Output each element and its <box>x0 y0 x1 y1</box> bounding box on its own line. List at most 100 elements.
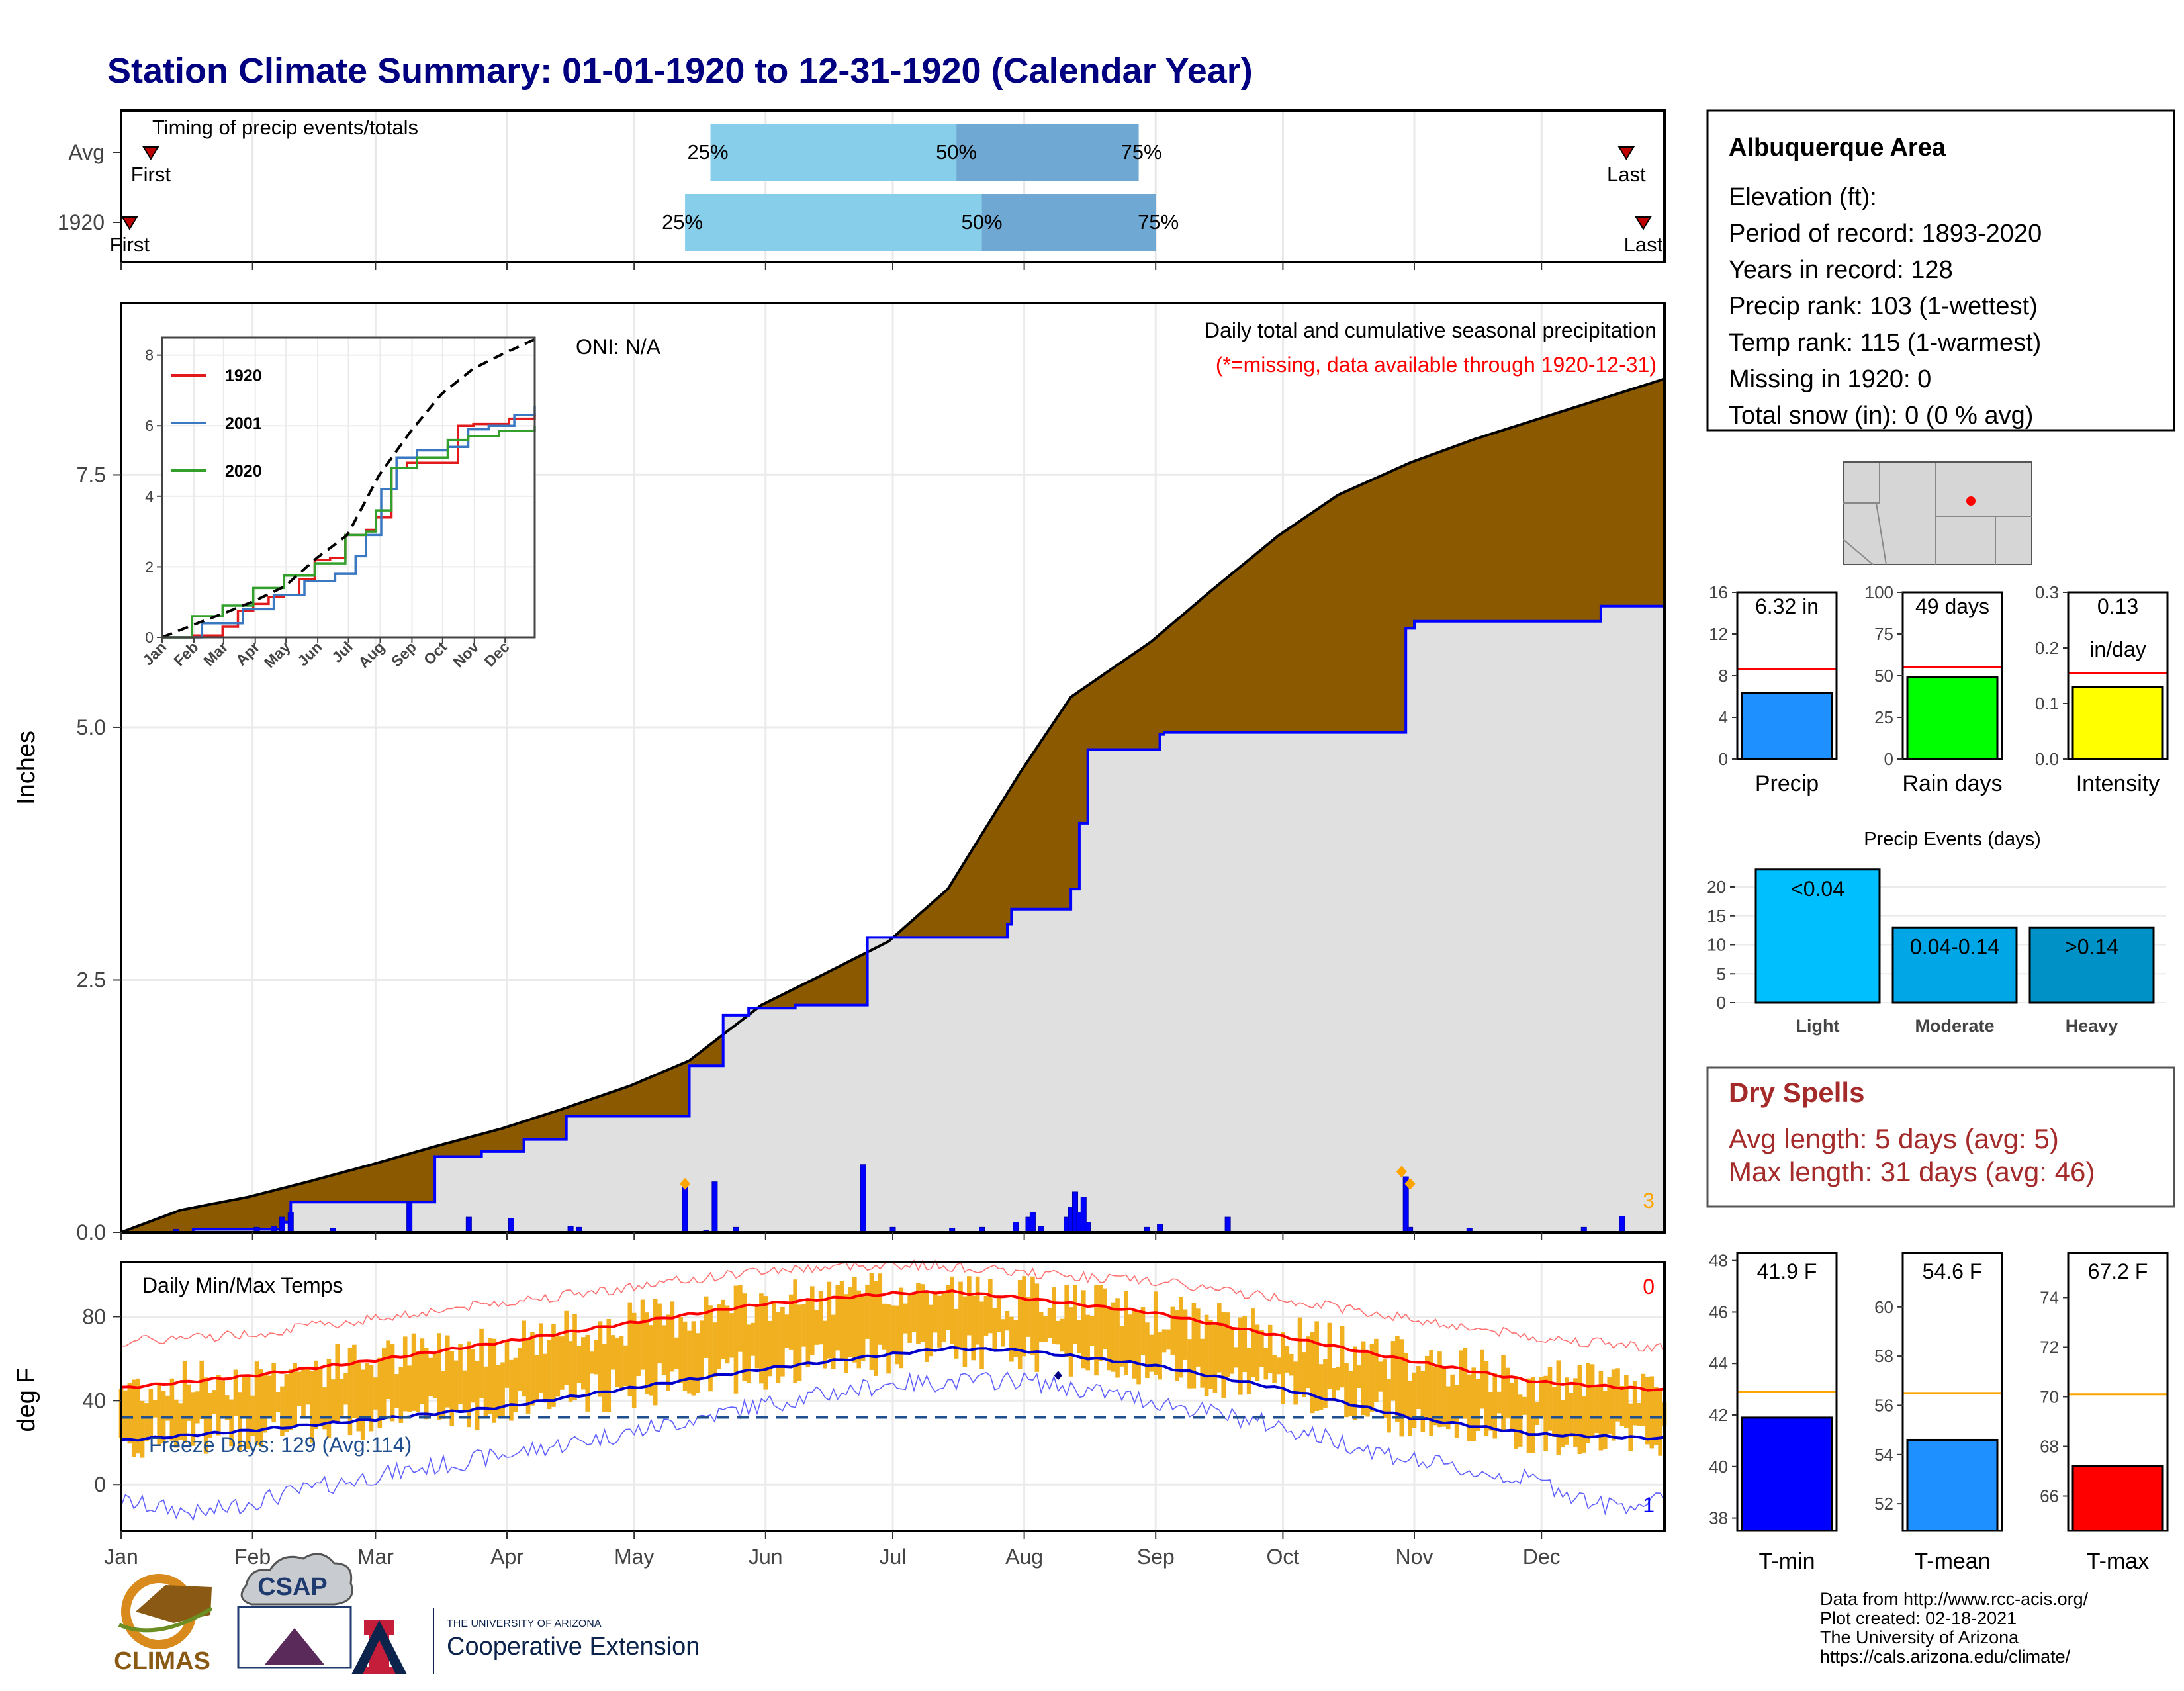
daily-temp-bar <box>1611 1369 1616 1441</box>
csap-logo-mountain <box>265 1628 324 1665</box>
daily-temp-bar <box>165 1395 170 1421</box>
daily-temp-bar <box>682 1321 688 1391</box>
daily-temp-bar <box>445 1335 450 1408</box>
flagged-count: 3 <box>1643 1189 1655 1212</box>
daily-temp-bar <box>759 1293 764 1384</box>
daily-temp-bar <box>882 1303 887 1350</box>
daily-temp-bar <box>187 1384 191 1421</box>
station-info-line: Total snow (in): 0 (0 % avg) <box>1729 402 2033 430</box>
daily-temp-bar <box>971 1295 976 1361</box>
daily-temp-bar <box>874 1281 878 1376</box>
inset-series-line <box>161 338 535 639</box>
event-category-label: Moderate <box>1915 1016 1994 1036</box>
y-tick-label: 0.0 <box>77 1220 106 1244</box>
daily-temp-bar <box>1598 1371 1604 1451</box>
daily-temp-bar <box>1357 1365 1362 1389</box>
daily-temp-bar <box>983 1295 989 1336</box>
daily-temp-bar <box>509 1359 514 1421</box>
daily-temp-bar <box>1267 1324 1273 1373</box>
temp-mean-bar <box>1741 1416 1833 1532</box>
first-label: First <box>110 233 150 256</box>
last-label: Last <box>1624 233 1663 256</box>
daily-temp-bar <box>250 1395 255 1436</box>
daily-temp-bar <box>1492 1373 1498 1439</box>
daily-temp-bar <box>687 1330 692 1394</box>
daily-temp-bar <box>996 1297 1001 1332</box>
month-label: Jan <box>104 1545 138 1569</box>
daily-temp-bar <box>263 1375 268 1433</box>
daily-temp-bar <box>500 1362 505 1418</box>
dry-spells-title: Dry Spells <box>1729 1077 1864 1108</box>
daily-temp-bar <box>962 1296 968 1367</box>
daily-temp-bar <box>352 1344 357 1418</box>
daily-precip-bar <box>711 1181 718 1233</box>
temp-mean-y-tick: 70 <box>2040 1387 2059 1407</box>
daily-precip-bar <box>860 1164 866 1233</box>
daily-temp-bar <box>462 1370 467 1412</box>
daily-temp-bar <box>788 1294 794 1350</box>
daily-temp-bar <box>729 1313 734 1358</box>
daily-temp-bar <box>594 1340 598 1375</box>
daily-temp-bar <box>1111 1302 1116 1372</box>
daily-temp-bar <box>818 1291 823 1345</box>
daily-temp-bar <box>657 1303 662 1364</box>
daily-temp-bar <box>233 1369 238 1416</box>
temp-mean-value-label: 67.2 F <box>2088 1259 2148 1283</box>
daily-temp-bar <box>1293 1361 1298 1405</box>
station-info-line: Period of record: 1893-2020 <box>1729 220 2042 248</box>
daily-temp-bar <box>1441 1367 1447 1427</box>
daily-temp-bar <box>173 1399 179 1448</box>
freeze-days-label: Freeze Days: 129 (Avg:114) <box>149 1433 412 1457</box>
daily-temp-bar <box>1522 1396 1527 1415</box>
event-y-tick: 20 <box>1707 877 1726 897</box>
daily-temp-bar <box>301 1369 306 1418</box>
timing-row-label: 1920 <box>58 210 105 234</box>
daily-temp-bar <box>254 1361 259 1445</box>
daily-temp-bar <box>1645 1377 1650 1445</box>
daily-temp-bar <box>238 1392 242 1451</box>
daily-precip-bar <box>287 1211 294 1233</box>
event-bar-label: <0.04 <box>1791 877 1844 901</box>
daily-temp-bar <box>1577 1365 1582 1454</box>
daily-temp-bar <box>1166 1329 1171 1350</box>
event-y-tick: 15 <box>1707 906 1726 926</box>
stat-frame <box>2067 591 2169 760</box>
daily-temp-bar <box>941 1293 946 1342</box>
last-marker <box>1635 216 1652 230</box>
event-bar <box>2028 926 2155 1004</box>
daily-temp-bar <box>1390 1341 1396 1401</box>
climas-logo-shape <box>136 1585 212 1623</box>
daily-temp-bar <box>140 1400 145 1458</box>
percentile-label: 75% <box>1138 210 1179 234</box>
daily-temp-bar <box>1043 1316 1048 1342</box>
temp-mean-y-tick: 58 <box>1874 1346 1893 1366</box>
daily-temp-bar <box>1289 1353 1294 1376</box>
daily-temp-bar <box>1195 1308 1201 1367</box>
y-tick-label: 5.0 <box>77 715 106 739</box>
temp-mean-frame <box>1901 1252 2003 1532</box>
daily-temp-bar <box>182 1361 187 1443</box>
daily-temp-bar <box>1505 1367 1510 1419</box>
daily-temp-bar <box>797 1304 802 1381</box>
daily-temp-bar <box>1496 1391 1502 1414</box>
daily-temp-bar <box>814 1310 819 1345</box>
event-bar-label: 0.04-0.14 <box>1910 935 1999 958</box>
daily-temp-bar <box>691 1321 696 1396</box>
daily-temp-bar <box>564 1310 569 1385</box>
oni-label: ONI: N/A <box>576 335 661 359</box>
footer-line: https://cals.arizona.edu/climate/ <box>1820 1647 2071 1667</box>
daily-temp-bar <box>424 1348 429 1420</box>
daily-temp-bar <box>229 1399 234 1447</box>
daily-temp-bar <box>1429 1350 1433 1436</box>
daily-temp-bar <box>1081 1290 1086 1369</box>
daily-temp-bar <box>1412 1372 1417 1428</box>
month-label: Apr <box>490 1545 523 1569</box>
daily-temp-bar <box>1089 1316 1095 1346</box>
daily-temp-bar <box>1276 1357 1281 1375</box>
percentile-label: 50% <box>936 140 977 163</box>
first-label: First <box>131 163 171 186</box>
daily-temp-bar <box>326 1358 332 1438</box>
percentile-label: 75% <box>1121 140 1162 163</box>
temp-mean-axis-label: T-mean <box>1914 1549 1990 1574</box>
daily-temp-bar <box>958 1281 963 1349</box>
